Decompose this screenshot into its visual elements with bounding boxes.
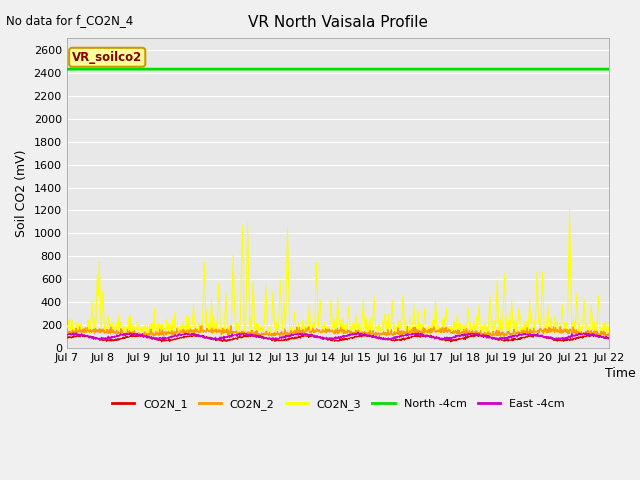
X-axis label: Time: Time <box>605 367 636 380</box>
Title: VR North Vaisala Profile: VR North Vaisala Profile <box>248 15 428 30</box>
Y-axis label: Soil CO2 (mV): Soil CO2 (mV) <box>15 149 28 237</box>
Text: No data for f_CO2N_4: No data for f_CO2N_4 <box>6 14 134 27</box>
Legend: CO2N_1, CO2N_2, CO2N_3, North -4cm, East -4cm: CO2N_1, CO2N_2, CO2N_3, North -4cm, East… <box>108 394 569 414</box>
Text: VR_soilco2: VR_soilco2 <box>72 51 142 64</box>
